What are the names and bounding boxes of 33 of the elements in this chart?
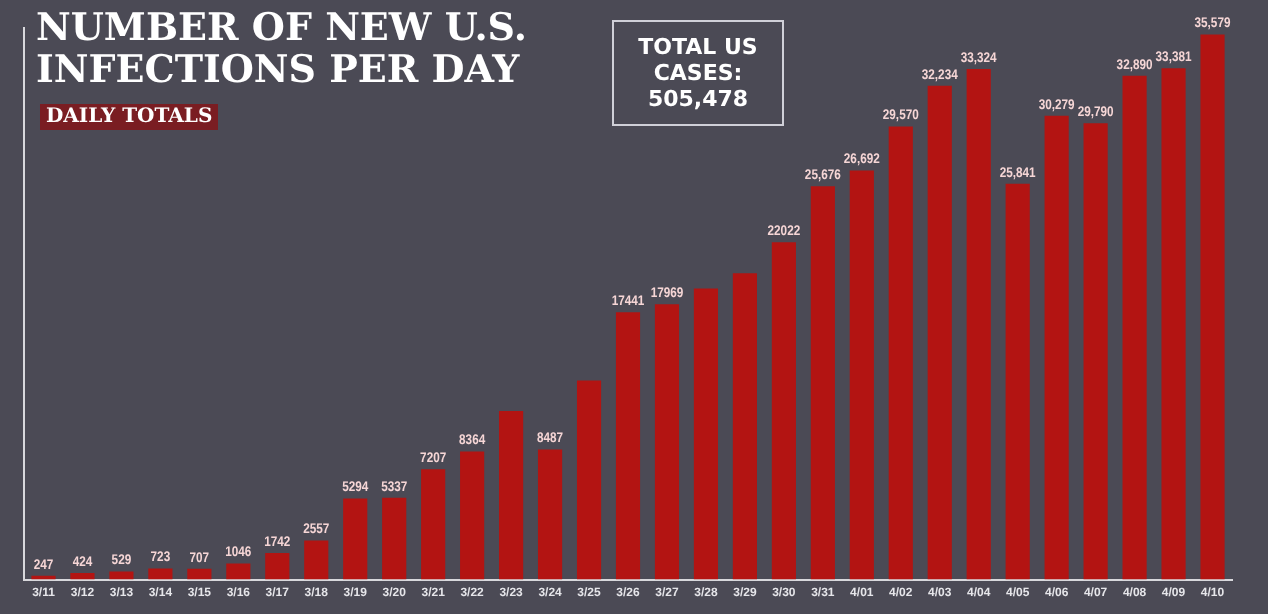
bar [654,304,680,580]
bar [537,449,563,580]
bar [187,568,212,580]
bar [499,411,524,580]
text: DAILY TOTALS [40,104,219,130]
bar [460,451,485,580]
bar [382,497,407,580]
bar [148,568,173,580]
bar [1122,75,1147,580]
bar [70,573,95,580]
bar [421,469,446,580]
bar [810,186,835,580]
annotation: TOTAL US CASES: 505,478 [612,20,784,126]
bar [849,170,874,580]
bar [1044,115,1069,580]
bar [265,552,290,580]
bar [732,273,757,580]
bar [109,571,134,580]
bar [1005,183,1030,580]
chart-title: NUMBER OF NEW U.S. INFECTIONS PER DAY [36,6,529,92]
bar [343,498,368,580]
bar [771,242,796,580]
bar [966,69,991,580]
bar [927,85,952,580]
bar [1083,123,1108,580]
bar [693,288,719,580]
bar [304,540,329,580]
bar [1200,34,1225,580]
bar [226,563,251,580]
bar [615,312,641,580]
bar [888,126,913,580]
bar [1161,68,1186,580]
bar [576,380,602,580]
